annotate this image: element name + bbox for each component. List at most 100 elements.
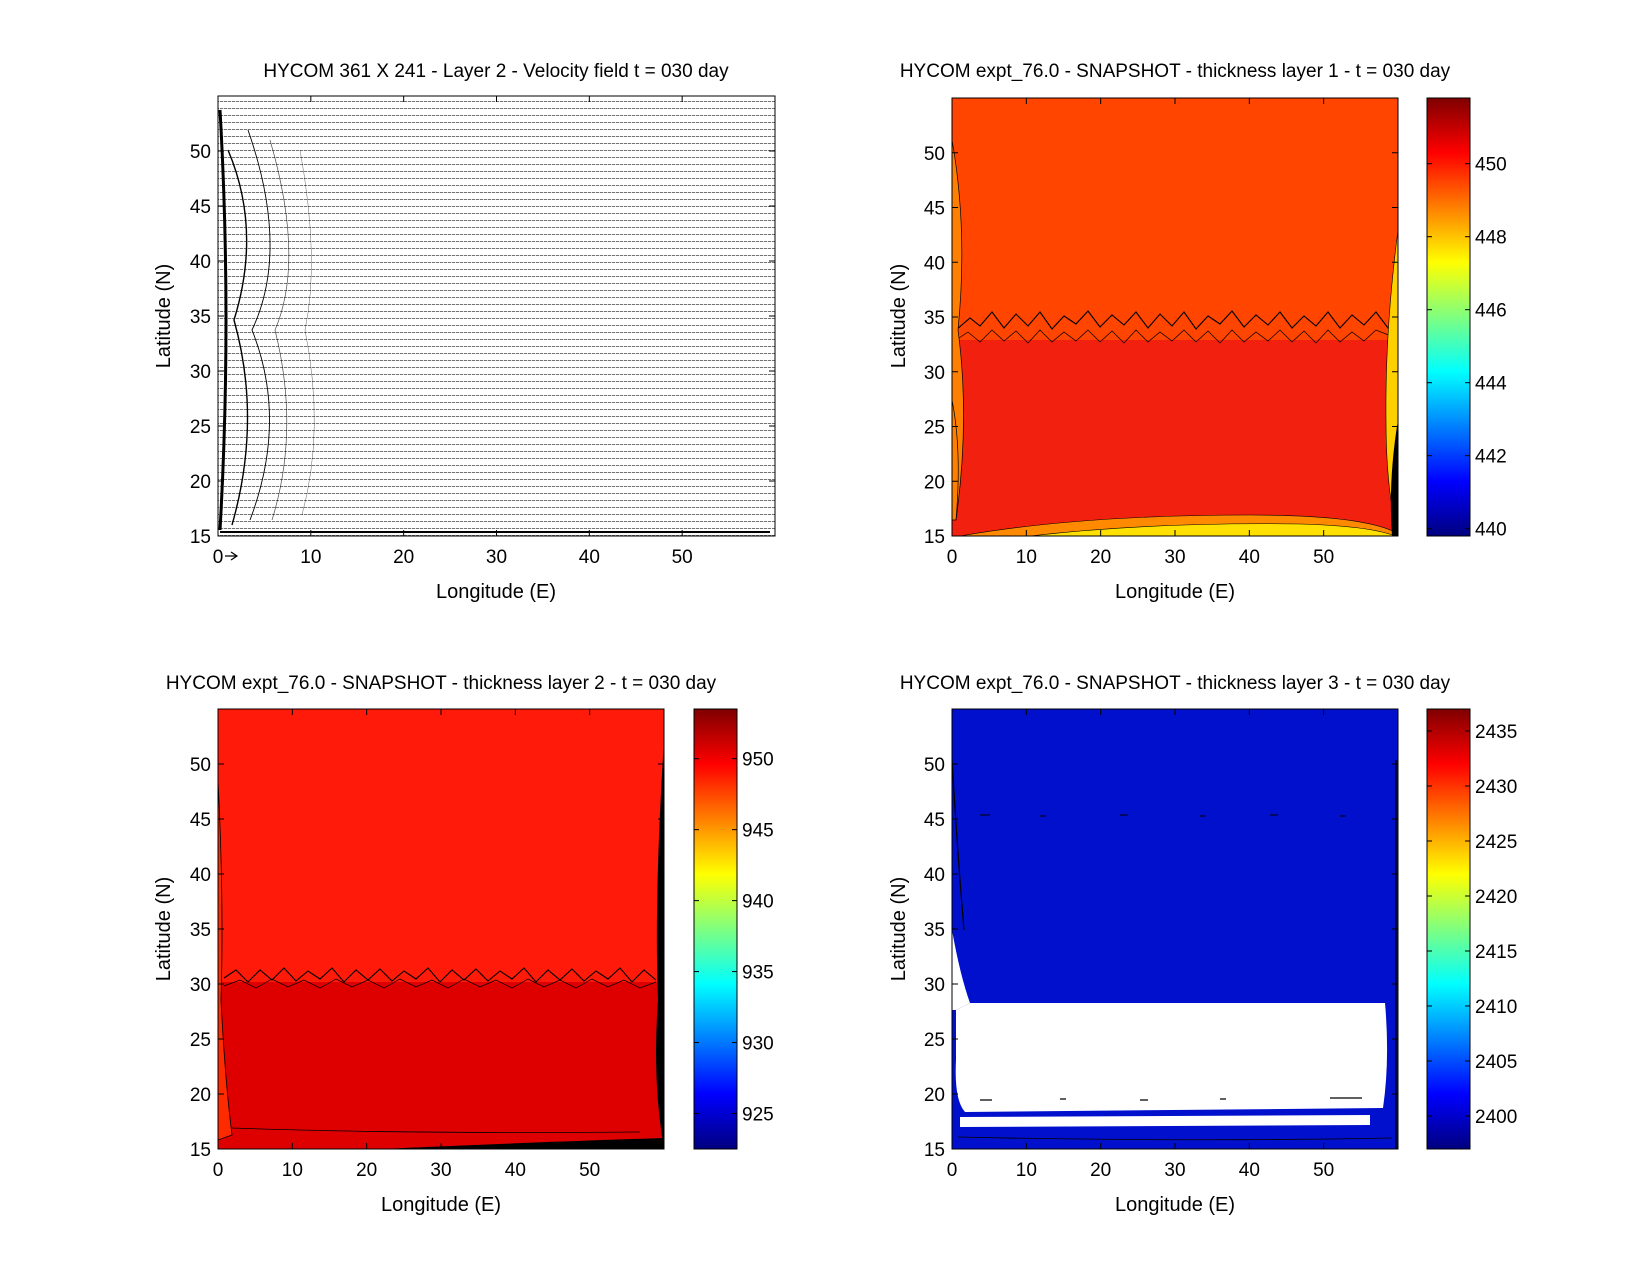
- y-tick-label: 50: [924, 144, 945, 165]
- x-tick-label: 30: [1164, 547, 1185, 568]
- colorbar-layer2: [693, 708, 738, 1150]
- x-tick-label: 40: [1239, 1160, 1260, 1181]
- y-tick-label: 25: [924, 418, 945, 439]
- y-tick-label: 40: [924, 865, 945, 886]
- x-tick-label: 30: [430, 1160, 451, 1181]
- layer3-noise-1: [980, 814, 1346, 817]
- colorbar-ticks-layer3: 2400 2405 2410 2415 2420 2425 2430 2435: [1427, 722, 1517, 1128]
- x-tick-label: 50: [579, 1160, 600, 1181]
- y-tick-label: 25: [190, 417, 211, 438]
- panel-layer3: HYCOM expt_76.0 - SNAPSHOT - thickness l…: [888, 673, 1517, 1216]
- x-tick-label: 0: [213, 1160, 224, 1181]
- reference-arrow: [225, 551, 239, 561]
- y-tick-label: 40: [924, 253, 945, 274]
- x-tick-label: 50: [1313, 1160, 1334, 1181]
- quiver-field: [218, 96, 775, 536]
- panel-velocity-title: HYCOM 361 X 241 - Layer 2 - Velocity fie…: [263, 61, 729, 82]
- colorbar-tick-label: 2415: [1475, 942, 1517, 963]
- axes-velocity: 0 10 20 30 40 50 15 20 25 30 35 40 45 50: [190, 96, 775, 568]
- y-tick-label: 15: [190, 1140, 211, 1161]
- panel-layer2-title: HYCOM expt_76.0 - SNAPSHOT - thickness l…: [166, 673, 717, 694]
- y-tick-label: 35: [924, 920, 945, 941]
- eddy-3: [269, 139, 290, 521]
- y-tick-label: 15: [190, 527, 211, 548]
- y-tick-label: 40: [190, 252, 211, 273]
- layer3-field: [952, 709, 1398, 1149]
- layer3-south-contour: [957, 1136, 1393, 1141]
- x-tick-label: 10: [282, 1160, 303, 1181]
- axes-layer2: 0 10 20 30 40 50 15 20 25 30 35 40 45 50: [190, 709, 664, 1181]
- colorbar-tick-label: 935: [742, 963, 774, 984]
- layer1-west-boundary: [952, 139, 964, 521]
- y-tick-label: 35: [924, 308, 945, 329]
- layer2-south-edge: [380, 1138, 664, 1149]
- xlabel-layer2: Longitude (E): [381, 1194, 501, 1216]
- colorbar-tick-label: 446: [1475, 301, 1507, 322]
- layer2-south-contour: [231, 1127, 641, 1133]
- ylabel-layer3: Latitude (N): [888, 877, 910, 982]
- ylabel-velocity: Latitude (N): [153, 264, 175, 369]
- y-tick-label: 45: [924, 199, 945, 220]
- x-tick-label: 30: [1164, 1160, 1185, 1181]
- y-tick-label: 30: [924, 363, 945, 384]
- axes-layer3: 0 10 20 30 40 50 15 20 25 30 35 40 45 50: [924, 709, 1398, 1181]
- y-tick-label: 20: [190, 472, 211, 493]
- x-tick-label: 10: [1016, 547, 1037, 568]
- eddy-1: [227, 149, 249, 526]
- colorbar-tick-label: 2410: [1475, 997, 1517, 1018]
- panel-layer2: HYCOM expt_76.0 - SNAPSHOT - thickness l…: [153, 673, 774, 1216]
- x-tick-label: 50: [672, 547, 693, 568]
- xlabel-velocity: Longitude (E): [436, 581, 556, 603]
- layer3-west-edge: [952, 759, 965, 931]
- y-tick-label: 20: [190, 1085, 211, 1106]
- colorbar-tick-label: 940: [742, 892, 774, 913]
- colorbar-tick-label: 2435: [1475, 722, 1517, 743]
- boundary-current-west: [218, 109, 228, 531]
- x-tick-label: 40: [505, 1160, 526, 1181]
- layer1-front: [955, 310, 1397, 331]
- layer1-east-corner: [1390, 420, 1398, 536]
- velocity-vectors: [218, 96, 775, 536]
- colorbar-tick-label: 2405: [1475, 1052, 1517, 1073]
- colorbar-tick-label: 2425: [1475, 832, 1517, 853]
- colorbar-tick-label: 2400: [1475, 1107, 1517, 1128]
- panel-layer3-title: HYCOM expt_76.0 - SNAPSHOT - thickness l…: [900, 673, 1451, 694]
- colorbar-tick-label: 925: [742, 1105, 774, 1126]
- colorbar-tick-label: 2420: [1475, 887, 1517, 908]
- x-tick-label: 0: [213, 547, 224, 568]
- y-tick-label: 30: [190, 975, 211, 996]
- x-tick-label: 20: [356, 1160, 377, 1181]
- layer2-front: [223, 967, 657, 983]
- y-tick-label: 45: [190, 810, 211, 831]
- x-tick-label: 30: [486, 547, 507, 568]
- eddy-4: [299, 149, 315, 516]
- y-tick-label: 15: [924, 1140, 945, 1161]
- layer3-missing-band: [960, 1115, 1370, 1127]
- x-tick-label: 20: [1090, 1160, 1111, 1181]
- y-tick-label: 30: [190, 362, 211, 383]
- layer3-missing-region: [955, 1003, 1388, 1112]
- x-tick-label: 20: [1090, 547, 1111, 568]
- colorbar-tick-label: 950: [742, 750, 774, 771]
- y-tick-label: 45: [190, 197, 211, 218]
- ylabel-layer1: Latitude (N): [888, 264, 910, 369]
- y-tick-label: 35: [190, 920, 211, 941]
- colorbar-layer3: [1426, 708, 1471, 1150]
- colorbar-layer1: [1426, 97, 1471, 537]
- colorbar-tick-label: 945: [742, 821, 774, 842]
- colorbar-tick-label: 448: [1475, 228, 1507, 249]
- y-tick-label: 20: [924, 472, 945, 493]
- colorbar-tick-label: 444: [1475, 374, 1507, 395]
- x-tick-label: 20: [393, 547, 414, 568]
- x-tick-label: 50: [1313, 547, 1334, 568]
- colorbar-tick-label: 930: [742, 1034, 774, 1055]
- layer3-noise-2: [980, 1097, 1362, 1101]
- colorbar-ticks-layer2: 925 930 935 940 945 950: [694, 750, 774, 1126]
- y-tick-label: 40: [190, 865, 211, 886]
- colorbar-ticks-layer1: 440 442 444 446 448 450: [1427, 155, 1507, 541]
- colorbar-tick-label: 440: [1475, 520, 1507, 541]
- y-tick-label: 15: [924, 527, 945, 548]
- y-tick-label: 25: [924, 1030, 945, 1051]
- y-tick-label: 50: [924, 755, 945, 776]
